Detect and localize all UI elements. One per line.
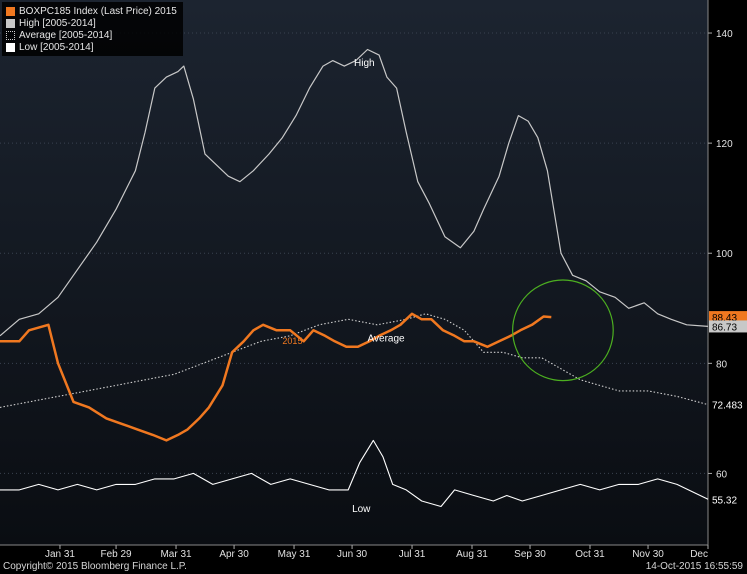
- series-inline-label: 2015: [282, 336, 302, 346]
- legend-label: Average [2005-2014]: [19, 29, 113, 41]
- plot-area: [0, 0, 708, 545]
- x-tick-label: Dec: [690, 549, 708, 560]
- x-tick-label: Sep 30: [514, 549, 546, 560]
- x-tick-label: Apr 30: [219, 549, 249, 560]
- series-line: [0, 312, 552, 442]
- last-value-tag: [708, 492, 747, 506]
- x-tick-label: Aug 31: [456, 549, 488, 560]
- y-tick-label: 120: [716, 139, 733, 150]
- last-value-label: 88.43: [712, 313, 737, 324]
- last-value-label: 72.483: [712, 401, 743, 412]
- line-chart: 60 80 100 120 140 Jan 31 Feb 29 Mar 31 Apr 30 May…: [0, 0, 747, 560]
- x-tick-label: Jul 31: [399, 549, 426, 560]
- y-tick-label: 100: [716, 249, 733, 260]
- legend-swatch-white: [6, 42, 15, 52]
- x-tick-label: Mar 31: [160, 549, 192, 560]
- footer: Copyright© 2015 Bloomberg Finance L.P. 1…: [0, 560, 747, 574]
- chart-legend: BOXPC185 Index (Last Price) 2015 High [2…: [2, 2, 183, 56]
- last-value-label: 86.73: [712, 322, 737, 333]
- legend-item-high: High [2005-2014]: [6, 17, 177, 29]
- timestamp-text: 14-Oct-2015 16:55:59: [645, 561, 743, 572]
- legend-swatch-gray: [6, 18, 15, 28]
- series-line: [0, 439, 709, 508]
- series-inline-label: Average: [368, 333, 406, 344]
- legend-item-average: Average [2005-2014]: [6, 29, 177, 41]
- x-tick-label: Nov 30: [632, 549, 664, 560]
- x-tick-label: Jan 31: [45, 549, 75, 560]
- x-tick-label: Oct 31: [575, 549, 605, 560]
- legend-swatch-dotted: [6, 30, 15, 40]
- x-tick-label: Jun 30: [337, 549, 367, 560]
- last-value-tag: [708, 398, 747, 412]
- series-line: [0, 48, 709, 337]
- series-inline-label: High: [354, 58, 375, 69]
- series-line: [0, 313, 709, 408]
- legend-label: BOXPC185 Index (Last Price) 2015: [19, 5, 177, 17]
- x-tick-label: Feb 29: [100, 549, 132, 560]
- legend-label: Low [2005-2014]: [19, 41, 94, 53]
- legend-item-low: Low [2005-2014]: [6, 41, 177, 53]
- x-tick-label: May 31: [278, 549, 311, 560]
- last-value-tag: [709, 311, 747, 324]
- y-tick-label: 140: [716, 29, 733, 40]
- y-tick-label: 60: [716, 469, 728, 480]
- y-tick-label: 80: [716, 359, 728, 370]
- last-value-label: 55.32: [712, 495, 737, 506]
- legend-label: High [2005-2014]: [19, 17, 96, 29]
- last-value-tag: [709, 320, 747, 333]
- series-inline-label: Low: [352, 504, 371, 515]
- legend-item-last-price: BOXPC185 Index (Last Price) 2015: [6, 5, 177, 17]
- annotation-circle: [512, 279, 614, 382]
- legend-swatch-orange: [6, 6, 15, 16]
- copyright-text: Copyright© 2015 Bloomberg Finance L.P.: [3, 561, 187, 572]
